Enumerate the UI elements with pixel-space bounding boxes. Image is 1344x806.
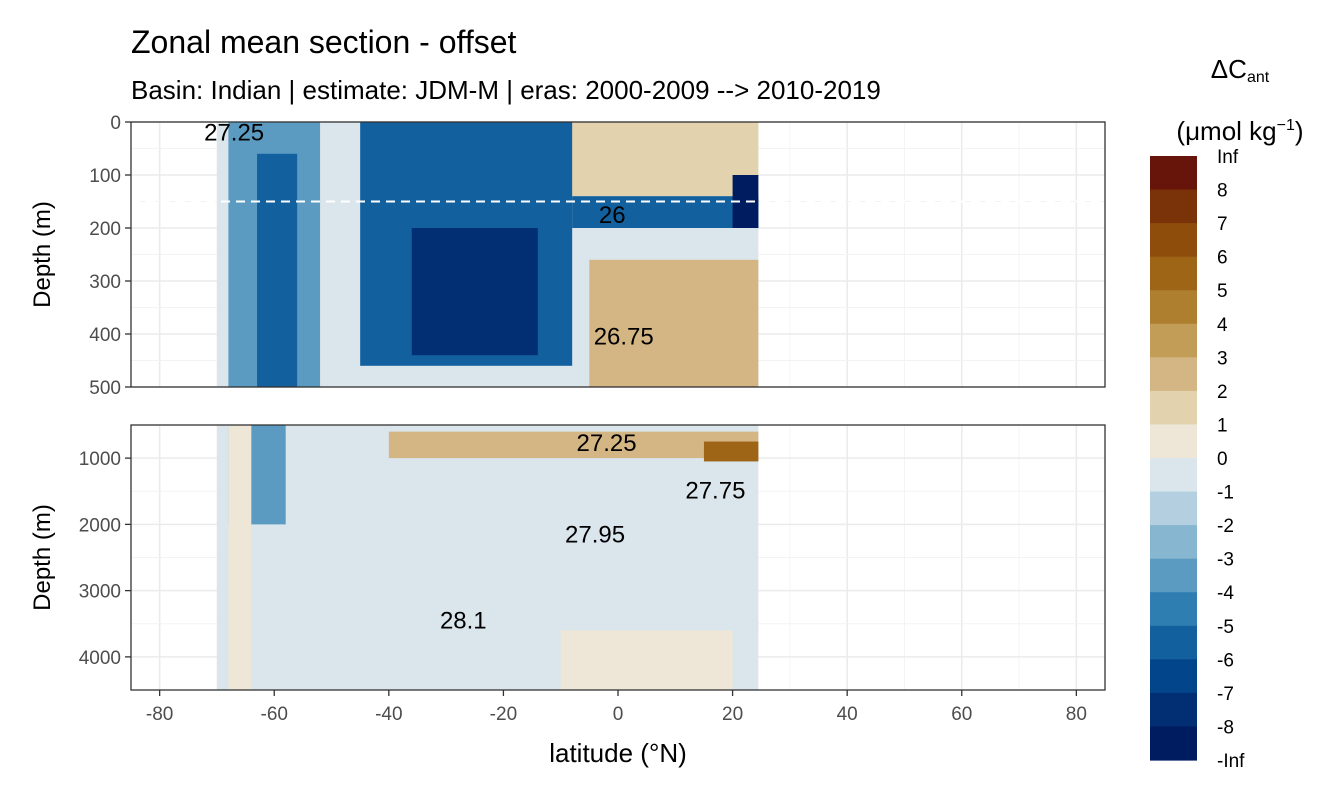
delta-cant-region xyxy=(703,441,759,462)
y-tick-label: 0 xyxy=(110,113,121,134)
colorbar-swatch xyxy=(1150,625,1197,660)
colorbar-swatch xyxy=(1150,189,1197,224)
y-tick-label: 4000 xyxy=(79,648,121,669)
colorbar-label: -8 xyxy=(1217,717,1234,738)
x-tick-label: 40 xyxy=(837,704,858,725)
colorbar-label: 5 xyxy=(1217,281,1228,302)
x-axis-title: latitude (°N) xyxy=(549,738,687,768)
panel-border xyxy=(130,121,1106,388)
chart-subtitle: Basin: Indian | estimate: JDM-M | eras: … xyxy=(131,75,881,105)
delta-cant-region xyxy=(589,259,759,387)
colorbar-swatch xyxy=(1150,390,1197,426)
colorbar-label: -4 xyxy=(1217,583,1234,604)
x-tick-label: 80 xyxy=(1066,704,1087,725)
colorbar-label: -Inf xyxy=(1217,751,1245,772)
colorbar-swatch xyxy=(1150,726,1197,761)
y-axis-title: Depth (m) xyxy=(29,201,56,308)
panel-lower: 27.25 27.75 27.95 28.1 1000 2000 3000 4000 Depth… xyxy=(29,424,1106,691)
panel-upper: 27.25 26 26.75 0 100 200 300 400 500 Depth (m) xyxy=(29,113,1106,399)
colorbar-swatch xyxy=(1150,525,1197,560)
colorbar-swatch xyxy=(1150,290,1197,325)
section-fill xyxy=(216,425,759,690)
delta-cant-region xyxy=(388,431,759,459)
x-tick-label: 0 xyxy=(613,704,624,725)
x-tick-label: 20 xyxy=(722,704,743,725)
colorbar-swatch xyxy=(1150,692,1197,728)
delta-cant-region xyxy=(257,153,298,387)
colorbar-swatch xyxy=(1150,323,1197,358)
contour-label: 28.1 xyxy=(440,607,487,634)
colorbar-label: 8 xyxy=(1217,181,1228,202)
colorbar-swatch xyxy=(1150,223,1197,258)
y-axis-title: Depth (m) xyxy=(29,504,56,611)
x-tick-label: -20 xyxy=(490,704,517,725)
colorbar-label: 0 xyxy=(1217,449,1228,470)
colorbar-label: -3 xyxy=(1217,550,1234,571)
contour-label: 27.95 xyxy=(565,521,625,548)
colorbar-label: 4 xyxy=(1217,315,1228,336)
section-fill xyxy=(216,122,759,387)
y-tick-label: 200 xyxy=(89,219,121,240)
colorbar-swatch xyxy=(1150,491,1197,526)
chart-title: Zonal mean section - offset xyxy=(131,24,517,60)
colorbar-label: 2 xyxy=(1217,382,1228,403)
y-tick-label: 1000 xyxy=(79,449,121,470)
colorbar-swatch xyxy=(1150,357,1197,392)
legend-title: ΔCant (μmol kg−1) xyxy=(1176,54,1304,146)
colorbar-swatch xyxy=(1150,592,1197,627)
delta-cant-region xyxy=(228,425,252,690)
contour-label: 26.75 xyxy=(594,324,654,351)
y-tick-label: 400 xyxy=(89,325,121,346)
contour-label: 26 xyxy=(599,202,626,229)
colorbar-swatch xyxy=(1150,424,1197,459)
colorbar-label: -6 xyxy=(1217,650,1234,671)
colorbar-label: Inf xyxy=(1217,147,1239,168)
contour-label: 27.25 xyxy=(204,120,264,147)
y-tick-label: 2000 xyxy=(79,515,121,536)
colorbar-swatch xyxy=(1150,558,1197,593)
colorbar-swatch xyxy=(1150,659,1197,694)
delta-cant-region xyxy=(560,630,733,690)
y-tick-label: 300 xyxy=(89,272,121,293)
colorbar-label: 1 xyxy=(1217,415,1228,436)
contour-label: 27.25 xyxy=(577,430,637,457)
x-tick-label: -40 xyxy=(375,704,402,725)
y-tick-label: 500 xyxy=(89,378,121,399)
y-tick-label: 3000 xyxy=(79,582,121,603)
colorbar-label: -7 xyxy=(1217,684,1234,705)
colorbar-label: -1 xyxy=(1217,483,1234,504)
colorbar-swatch xyxy=(1150,458,1197,493)
colorbar-legend: Inf 8 7 6 5 4 3 2 1 0 -1 -2 -3 -4 -5 -6 -7 -8 -Inf xyxy=(1150,147,1245,772)
y-tick-label: 100 xyxy=(89,166,121,187)
x-tick-label: 60 xyxy=(951,704,972,725)
colorbar-label: -2 xyxy=(1217,516,1234,537)
colorbar-label: 3 xyxy=(1217,348,1228,369)
colorbar-swatch xyxy=(1150,156,1197,191)
colorbar-label: 6 xyxy=(1217,248,1228,269)
contour-label: 27.75 xyxy=(685,478,745,505)
delta-cant-region xyxy=(411,228,538,356)
x-tick-label: -60 xyxy=(261,704,288,725)
colorbar-label: -5 xyxy=(1217,617,1234,638)
colorbar-label: 7 xyxy=(1217,214,1228,235)
colorbar-swatch xyxy=(1150,256,1197,291)
x-tick-label: -80 xyxy=(146,704,173,725)
